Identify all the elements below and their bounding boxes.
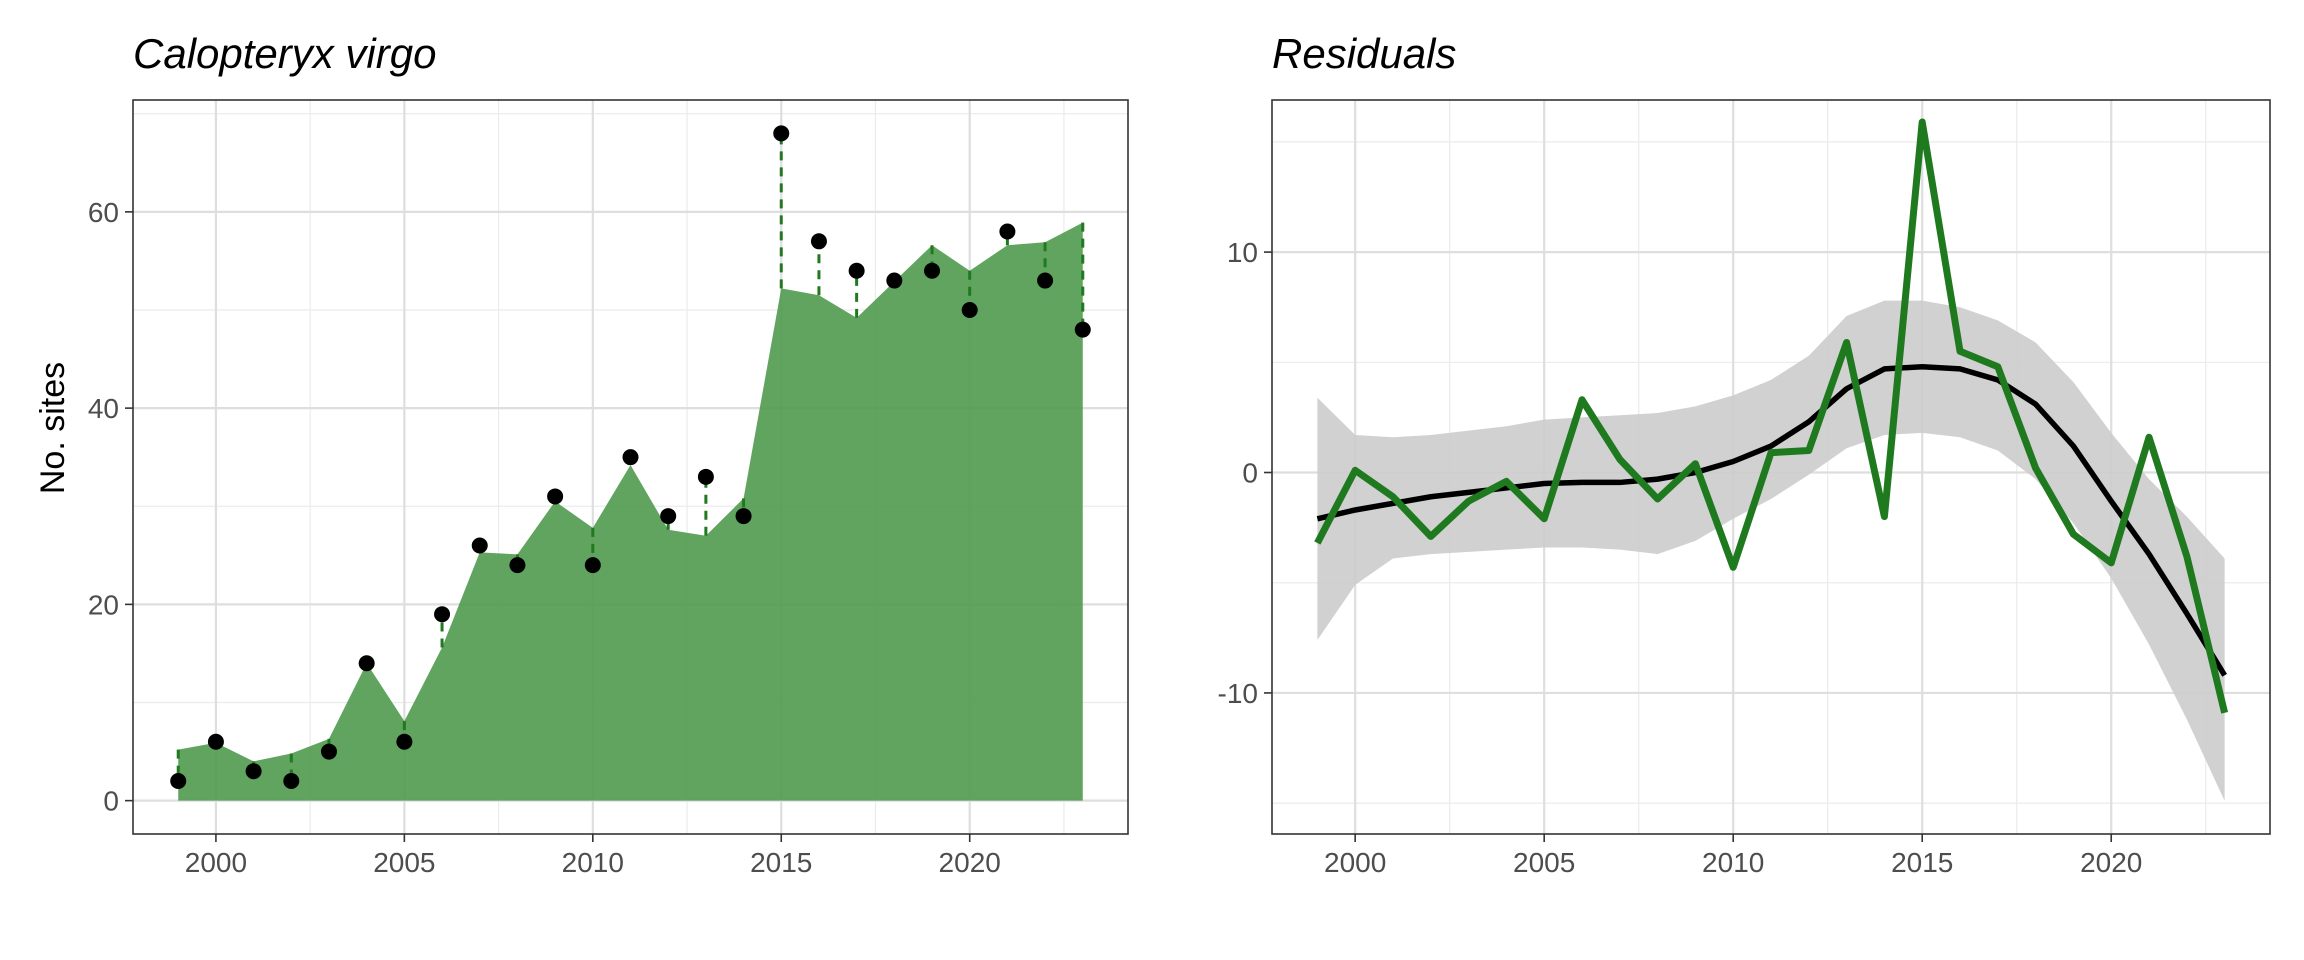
data-point	[396, 733, 413, 750]
y-tick-label: 20	[88, 589, 119, 620]
y-tick-label: 40	[88, 393, 119, 424]
data-point	[924, 262, 941, 279]
data-point	[434, 606, 451, 623]
data-point	[660, 508, 677, 525]
data-point	[320, 743, 337, 760]
data-point	[961, 301, 978, 318]
residual-line-layer	[1314, 118, 2229, 714]
chart-title: Calopteryx virgo	[133, 30, 436, 77]
residual-line	[1314, 118, 2229, 714]
x-tick-label: 2020	[939, 847, 1001, 878]
data-point	[207, 733, 224, 750]
x-tick-label: 2015	[1891, 847, 1953, 878]
data-point	[735, 508, 752, 525]
chart-title: Residuals	[1272, 30, 1456, 77]
panel-residuals: Residuals 2000 2005 2010 2015 2020 -10 0 10	[1218, 30, 2271, 878]
data-point	[283, 773, 300, 790]
x-tick-label: 2015	[750, 847, 812, 878]
fitted-area-layer	[178, 222, 1083, 801]
smooth-line	[1316, 363, 2227, 677]
data-point	[810, 233, 827, 250]
y-axis: 0 20 40 60	[88, 197, 133, 817]
fitted-area	[178, 222, 1083, 801]
data-point	[697, 468, 714, 485]
confidence-ribbon	[1317, 300, 2225, 801]
x-tick-label: 2005	[1513, 847, 1575, 878]
plot-border	[1271, 99, 2271, 835]
data-point	[358, 655, 375, 672]
y-tick-label: 0	[103, 786, 119, 817]
confidence-band	[1317, 300, 2225, 801]
x-tick-label: 2010	[1702, 847, 1764, 878]
data-point	[1074, 321, 1091, 338]
panel-calopteryx-virgo: Calopteryx virgo No. sites 2000 2005 2010 2…	[34, 30, 1129, 878]
data-point	[999, 223, 1016, 240]
data-point	[471, 537, 488, 554]
y-tick-label: 0	[1242, 458, 1258, 489]
x-tick-label: 2000	[185, 847, 247, 878]
data-point	[622, 449, 639, 466]
y-tick-label: -10	[1218, 678, 1258, 709]
y-tick-label: 60	[88, 197, 119, 228]
grid	[1272, 100, 2270, 834]
x-axis: 2000 2005 2010 2015 2020	[1324, 834, 2142, 878]
data-point	[245, 763, 262, 780]
data-point	[547, 488, 564, 505]
x-axis: 2000 2005 2010 2015 2020	[185, 834, 1001, 878]
data-point	[1037, 272, 1054, 289]
data-point	[584, 557, 601, 574]
data-point	[170, 773, 187, 790]
x-tick-label: 2000	[1324, 847, 1386, 878]
data-point	[773, 125, 790, 142]
y-tick-label: 10	[1227, 237, 1258, 268]
observed-points	[170, 125, 1091, 790]
data-point	[848, 262, 865, 279]
data-point	[886, 272, 903, 289]
plot-border	[132, 99, 1129, 835]
x-tick-label: 2005	[373, 847, 435, 878]
y-axis: -10 0 10	[1218, 237, 1272, 709]
smooth-line-layer	[1316, 363, 2227, 677]
y-axis-label: No. sites	[34, 362, 72, 494]
x-tick-label: 2020	[2080, 847, 2142, 878]
data-point	[509, 557, 526, 574]
x-tick-label: 2010	[562, 847, 624, 878]
